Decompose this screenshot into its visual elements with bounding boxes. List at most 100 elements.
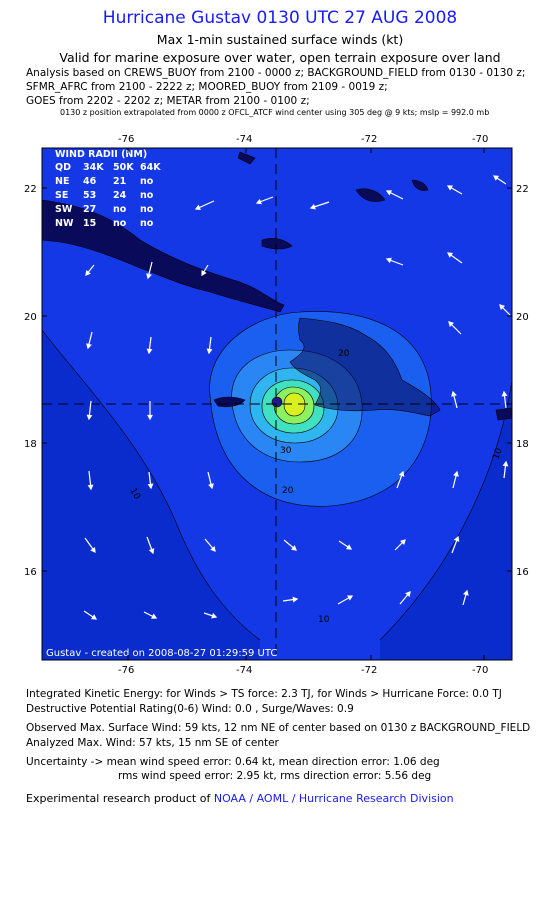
lat-tick-right-3: 18 xyxy=(516,439,529,450)
analysis-line-2: SFMR_AFRC from 2100 - 2222 z; MOORED_BUO… xyxy=(26,81,388,93)
contour-label-30: 30 xyxy=(280,446,292,456)
wind-vector-head xyxy=(385,257,392,264)
wind-radii-cell: NW xyxy=(55,218,74,229)
wind-vector-head xyxy=(405,591,411,598)
wind-radii-table: WIND RADII (NM) QD 34K 50K 64K NE 46 21 no SE 53 2… xyxy=(55,149,161,229)
wind-vector-head xyxy=(85,269,91,276)
wind-vector-head xyxy=(448,321,454,327)
lon-tick-top-3: -72 xyxy=(361,134,377,145)
lon-tick-bottom-1: -76 xyxy=(118,665,134,676)
wind-radii-cell: no xyxy=(140,218,154,229)
wind-vector-head xyxy=(451,390,457,397)
lat-tick-right-4: 16 xyxy=(516,567,529,578)
wind-vector-head xyxy=(453,535,460,542)
calm-region-east xyxy=(380,380,512,660)
analysis-line-3: GOES from 2202 - 2202 z; METAR from 2100… xyxy=(26,95,310,107)
lon-tick-bottom-3: -72 xyxy=(361,665,377,676)
wind-vector-head xyxy=(148,548,155,555)
land-bahamas-3 xyxy=(355,188,386,202)
wind-radii-cell: 21 xyxy=(113,176,126,187)
wind-vector-head xyxy=(146,273,152,280)
wind-radii-cell: no xyxy=(113,218,127,229)
calm-region-west xyxy=(42,330,260,660)
wind-vector-head xyxy=(86,343,92,350)
wind-vector-head xyxy=(206,348,213,355)
land-bahamas-2 xyxy=(261,238,293,250)
wind-radii-cell: 53 xyxy=(83,190,96,201)
wind-radii-cell: no xyxy=(113,204,127,215)
uncertainty-line-1: Uncertainty -> mean wind speed error: 0.… xyxy=(26,756,440,768)
wind-vector-head xyxy=(502,460,509,467)
wind-radii-cell: SW xyxy=(55,204,73,215)
credit-line: Experimental research product of NOAA / … xyxy=(26,792,454,805)
map-frame xyxy=(41,147,513,661)
wind-radii-cell: 27 xyxy=(83,204,96,215)
wind-vector-head xyxy=(208,483,214,490)
ike-line: Integrated Kinetic Energy: for Winds > T… xyxy=(26,688,502,700)
lat-tick-left-3: 18 xyxy=(24,439,37,450)
lon-tick-top-1: -76 xyxy=(118,134,134,145)
wind-vector-head xyxy=(211,612,218,619)
wind-vector-head xyxy=(398,470,405,477)
wind-vector-head xyxy=(147,483,154,490)
wind-vector-head xyxy=(345,544,353,550)
lon-tick-bottom-4: -70 xyxy=(472,665,488,676)
wind-radii-cell: 24 xyxy=(113,190,127,201)
contour-label-20-north: 20 xyxy=(338,349,350,359)
lat-tick-left-2: 20 xyxy=(24,312,37,323)
lon-tick-top-4: -70 xyxy=(472,134,488,145)
contour-label-10-south: 10 xyxy=(318,615,330,625)
wind-radii-cell: 46 xyxy=(83,176,97,187)
wind-vector-head xyxy=(90,614,98,620)
wind-radii-cell: 34K xyxy=(83,162,104,173)
position-note: 0130 z position extrapolated from 0000 z… xyxy=(60,108,490,117)
wind-radii-cell: NE xyxy=(55,176,69,187)
wind-vector-head xyxy=(309,203,316,210)
wind-vector-head xyxy=(446,252,454,258)
lat-tick-right-1: 22 xyxy=(516,184,529,195)
wind-vector-head xyxy=(501,390,508,397)
wind-vector-head xyxy=(463,589,469,596)
wind-vector-head xyxy=(292,596,299,603)
map-footer-label: Gustav - created on 2008-08-27 01:29:59 … xyxy=(46,648,277,659)
wind-vector-head xyxy=(255,198,262,205)
wind-radii-cell: QD xyxy=(55,162,71,173)
contour-label-20-south: 20 xyxy=(282,486,294,496)
land-puerto-rico-west xyxy=(495,407,512,421)
dpr-line: Destructive Potential Rating(0-6) Wind: … xyxy=(26,703,354,715)
wind-vectors xyxy=(83,175,511,620)
contour-55 xyxy=(283,392,306,417)
credit-prefix: Experimental research product of xyxy=(26,792,211,805)
wind-radii-cell: 50K xyxy=(113,162,134,173)
wind-vector-head xyxy=(90,546,96,554)
wind-vector-head xyxy=(453,470,459,477)
uncertainty-line-2: rms wind speed error: 2.95 kt, rms direc… xyxy=(118,770,432,782)
lon-tick-top-2: -74 xyxy=(236,134,252,145)
validity-note: Valid for marine exposure over water, op… xyxy=(59,50,501,65)
land-bahamas-4 xyxy=(411,179,429,191)
map-title: Hurricane Gustav 0130 UTC 27 AUG 2008 xyxy=(102,8,458,28)
wind-vector-head xyxy=(147,414,153,421)
wind-radii-title: WIND RADII (NM) xyxy=(55,149,147,160)
wind-vector-head xyxy=(400,539,406,545)
lat-tick-left-1: 22 xyxy=(24,184,37,195)
hrd-link[interactable]: NOAA / AOML / Hurricane Research Divisio… xyxy=(213,792,454,805)
contour-10-line-west xyxy=(42,329,261,641)
wind-radii-cell: no xyxy=(140,190,154,201)
wind-vector-head xyxy=(87,484,94,491)
wind-vector-head xyxy=(446,185,454,191)
storm-center-core xyxy=(271,396,283,408)
wind-vector-head xyxy=(492,175,500,181)
land-hispaniola xyxy=(289,317,441,417)
wind-vector-head xyxy=(499,304,505,310)
wind-vector-head xyxy=(385,190,392,196)
lat-tick-right-2: 20 xyxy=(516,312,529,323)
wind-vector-head xyxy=(146,348,153,355)
wind-radii-cell: 15 xyxy=(83,218,96,229)
wind-vector-head xyxy=(346,595,354,601)
map-subtitle: Max 1-min sustained surface winds (kt) xyxy=(156,32,404,47)
wind-vector-head xyxy=(290,545,297,551)
wind-radii-cell: no xyxy=(140,176,154,187)
analysis-line-1: Analysis based on CREWS_BUOY from 2100 -… xyxy=(26,67,526,79)
contour-label-10-east: 10 xyxy=(491,447,504,461)
